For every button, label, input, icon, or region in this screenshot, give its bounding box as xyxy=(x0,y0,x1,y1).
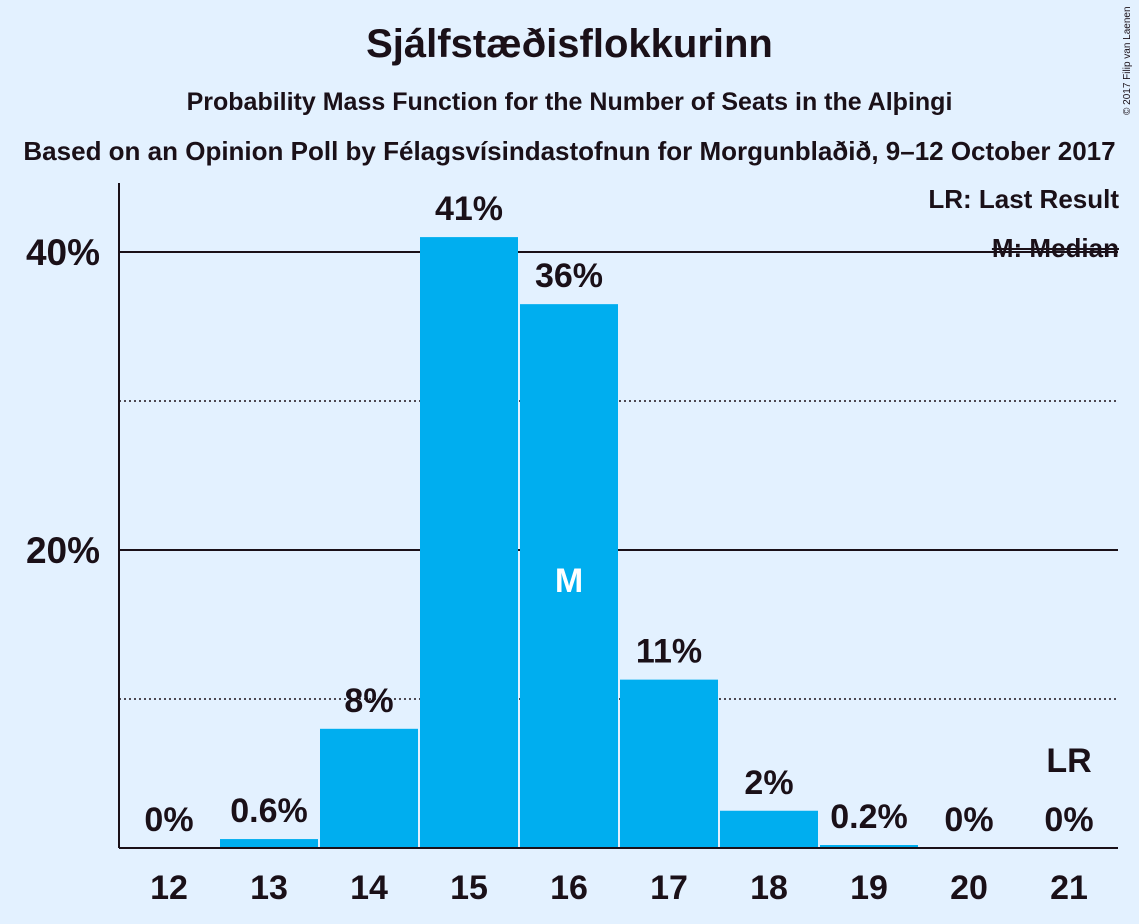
data-labels: 0% 0.6% 8% 41% 36% M 11% 2% 0.2% 0% 0% LR xyxy=(144,190,1093,839)
x-tick-labels: 12 13 14 15 16 17 18 19 20 21 xyxy=(150,869,1088,907)
bar xyxy=(320,728,418,848)
axes xyxy=(118,183,1118,849)
median-marker: M xyxy=(555,562,583,600)
bar xyxy=(720,810,818,848)
bar xyxy=(520,304,618,848)
bar xyxy=(220,839,318,848)
x-tick-label: 15 xyxy=(450,869,488,907)
x-tick-label: 17 xyxy=(650,869,688,907)
bars xyxy=(220,237,918,849)
y-tick-label: 40% xyxy=(26,232,100,273)
x-tick-label: 19 xyxy=(850,869,888,907)
last-result-marker: LR xyxy=(1046,742,1091,780)
data-label: 36% xyxy=(535,257,603,295)
y-tick-labels: 20% 40% xyxy=(26,232,100,571)
bar xyxy=(820,845,918,848)
x-tick-label: 21 xyxy=(1050,869,1088,907)
chart-title: Sjálfstæðisflokkurinn xyxy=(366,22,773,66)
legend-median: M: Median xyxy=(991,233,1119,263)
bar xyxy=(620,679,718,848)
bar xyxy=(420,237,518,849)
data-label: 0% xyxy=(1044,801,1093,839)
data-label: 2% xyxy=(744,764,793,802)
x-tick-label: 18 xyxy=(750,869,788,907)
x-tick-label: 16 xyxy=(550,869,588,907)
data-label: 0.2% xyxy=(830,798,908,836)
data-label: 11% xyxy=(636,633,702,671)
data-label: 0.6% xyxy=(230,792,308,830)
y-tick-label: 20% xyxy=(26,530,100,571)
gridlines xyxy=(119,251,1118,700)
chart-source: Based on an Opinion Poll by Félagsvísind… xyxy=(23,136,1116,166)
legend-last-result: LR: Last Result xyxy=(928,184,1119,214)
data-label: 8% xyxy=(344,682,393,720)
x-tick-label: 20 xyxy=(950,869,988,907)
chart-subtitle: Probability Mass Function for the Number… xyxy=(186,88,953,116)
x-tick-label: 12 xyxy=(150,869,188,907)
x-tick-label: 13 xyxy=(250,869,288,907)
data-label: 0% xyxy=(144,801,193,839)
data-label: 0% xyxy=(944,801,993,839)
data-label: 41% xyxy=(435,190,503,228)
x-tick-label: 14 xyxy=(350,869,388,907)
